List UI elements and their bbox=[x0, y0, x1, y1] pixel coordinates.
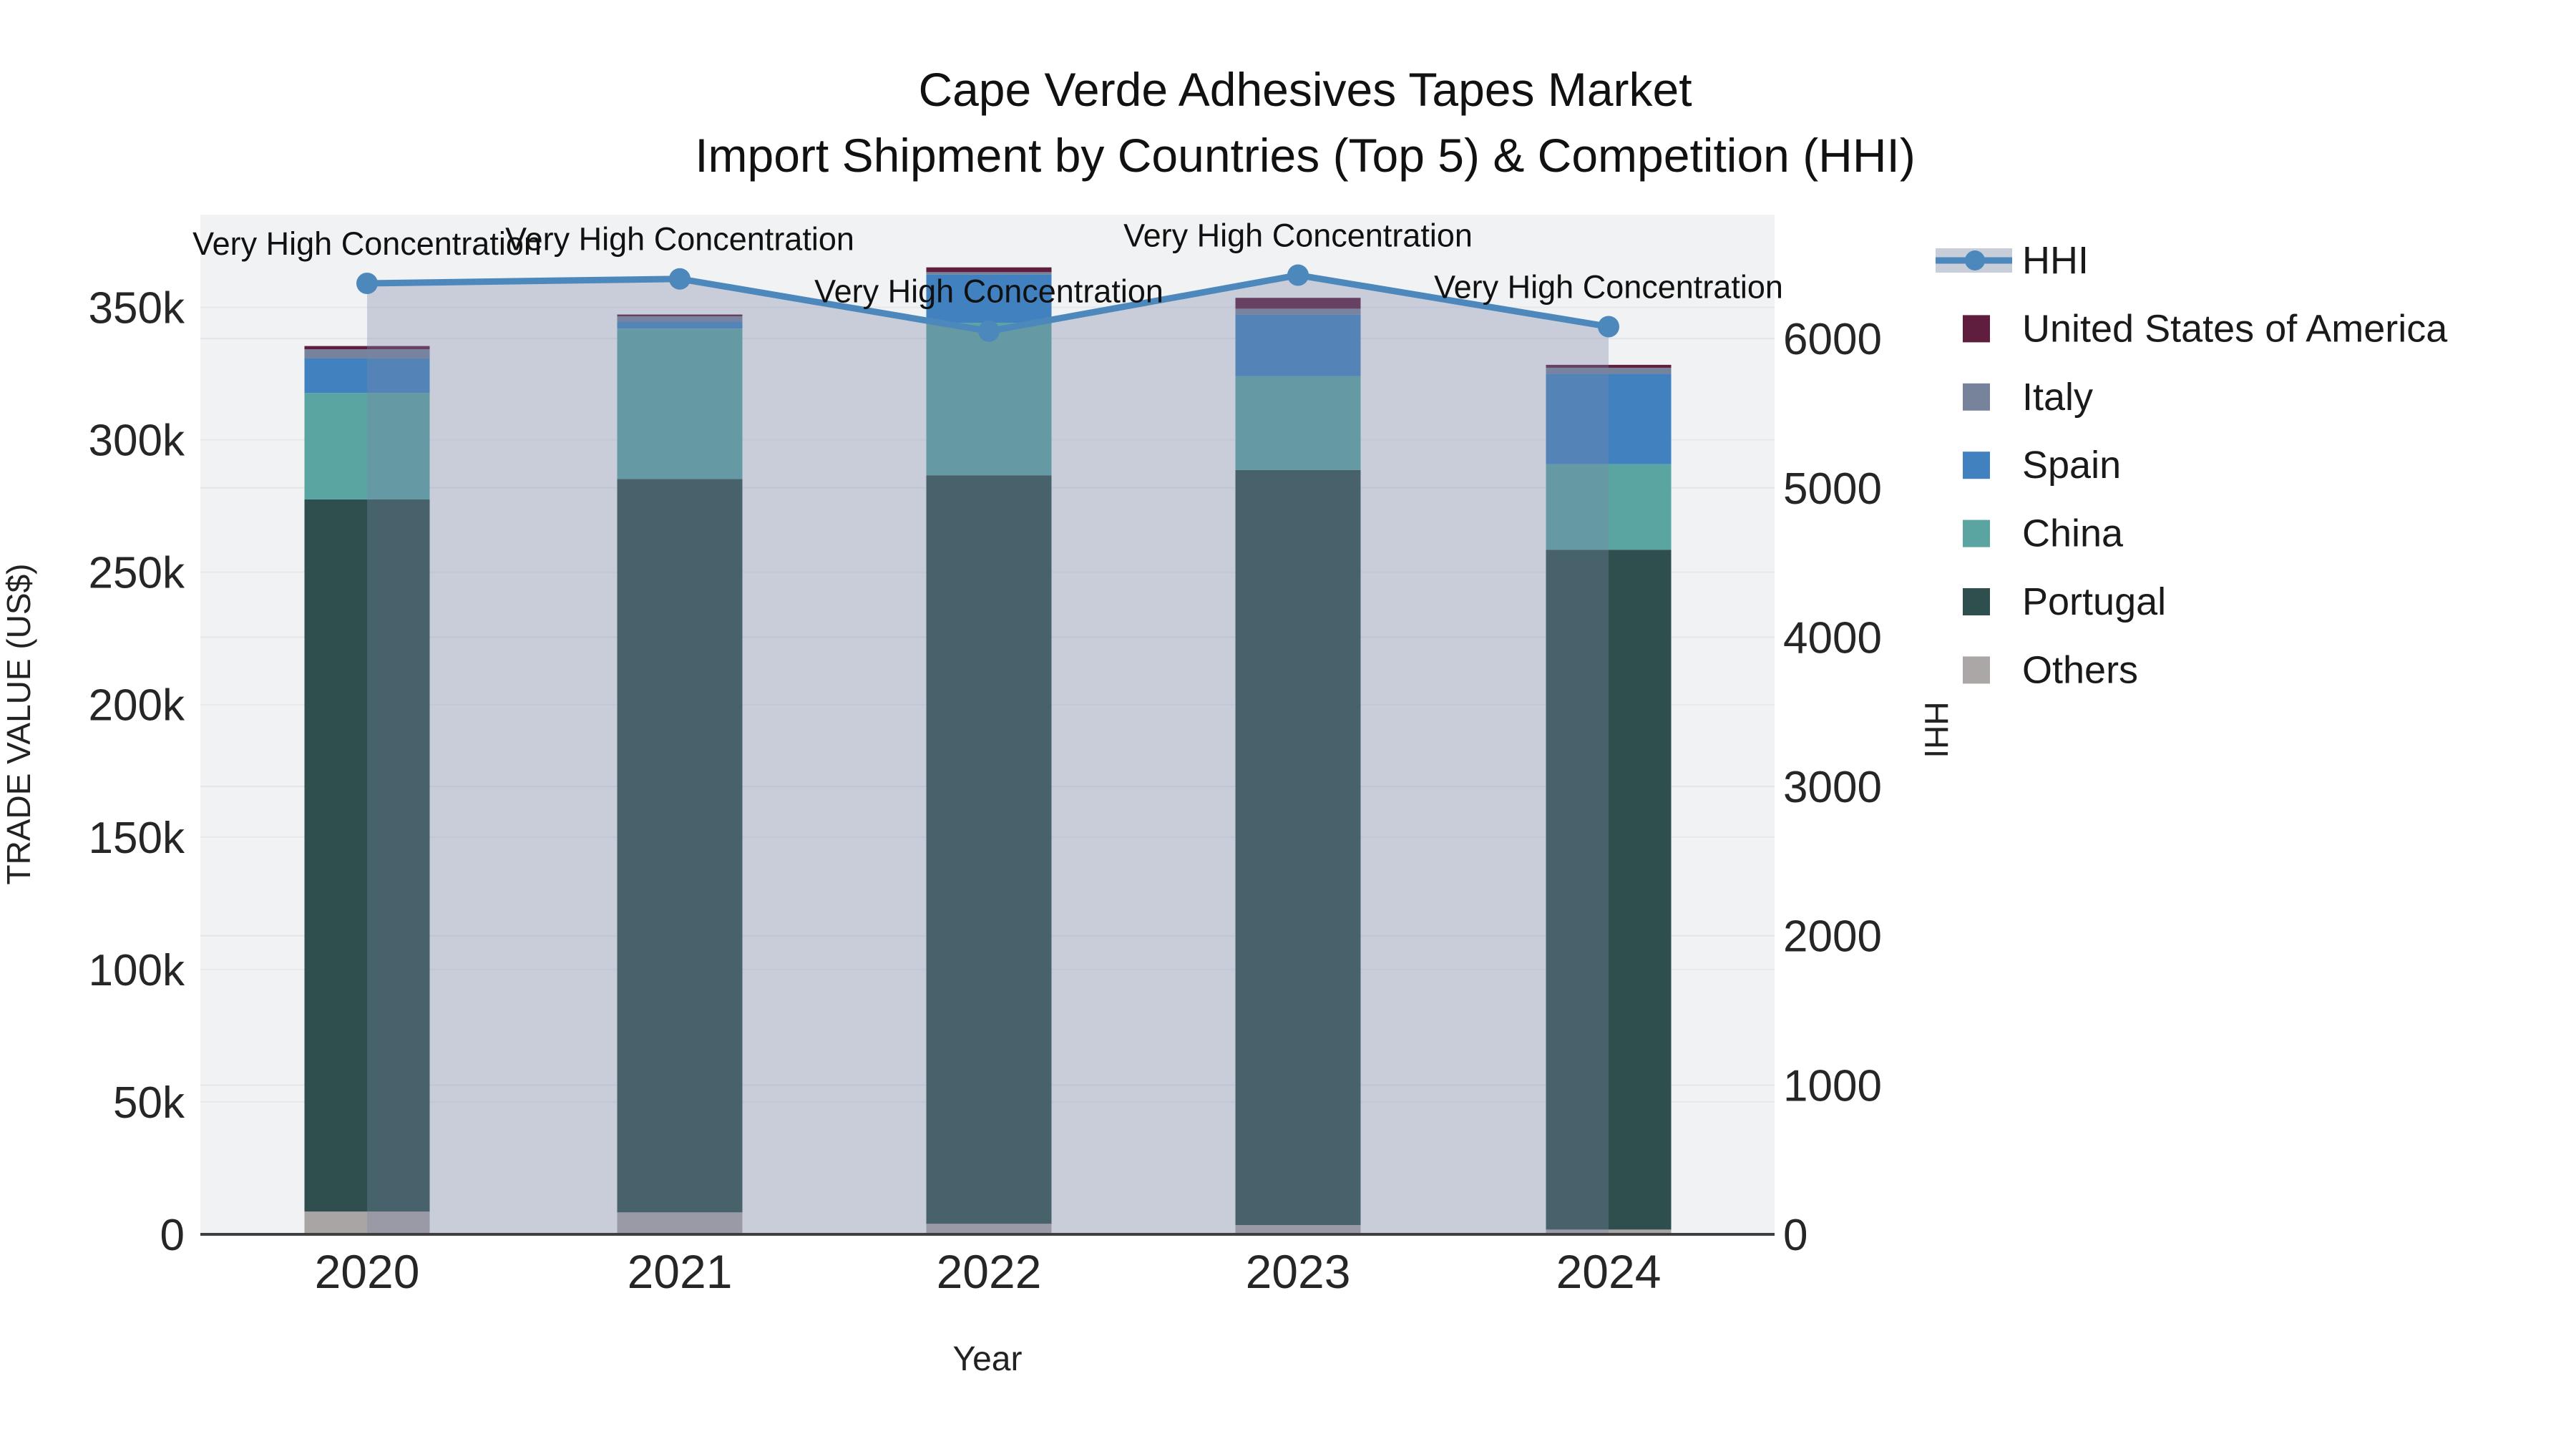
annotation-2020: Very High Concentration bbox=[192, 225, 542, 262]
y-right-tick-1000: 1000 bbox=[1783, 1061, 1882, 1111]
bar-segment-2023-china bbox=[1235, 376, 1361, 470]
bar-segment-2023-italy bbox=[1235, 308, 1361, 315]
y-left-tick-300k: 300k bbox=[89, 416, 185, 466]
hhi-marker-2020 bbox=[356, 272, 378, 294]
bar-segment-2022-united-states-of-america bbox=[926, 267, 1052, 273]
legend-label-hhi: HHI bbox=[2022, 239, 2089, 282]
y-left-tick-250k: 250k bbox=[89, 549, 185, 598]
legend-item-hhi: HHI bbox=[1936, 239, 2089, 282]
x-tick-2020: 2020 bbox=[315, 1245, 420, 1298]
bar-segment-2020-china bbox=[304, 393, 430, 499]
bar-segment-2021-others bbox=[617, 1212, 743, 1234]
bar-segment-2020-united-states-of-america bbox=[304, 346, 430, 350]
bar-segment-2024-italy bbox=[1546, 367, 1672, 374]
legend-hhi-marker-icon bbox=[1965, 250, 1985, 270]
legend-label-spain: Spain bbox=[2022, 444, 2121, 487]
hhi-marker-2024 bbox=[1598, 316, 1619, 338]
y-right-tick-0: 0 bbox=[1783, 1211, 1807, 1260]
hhi-area-layer bbox=[367, 275, 1609, 1234]
x-axis-title: Year bbox=[953, 1340, 1023, 1378]
hhi-line-layer bbox=[356, 264, 1619, 342]
legend-swatch-others bbox=[1963, 656, 1990, 684]
bar-segment-2022-italy bbox=[926, 272, 1052, 275]
annotation-2021: Very High Concentration bbox=[505, 221, 854, 258]
bar-segment-2024-united-states-of-america bbox=[1546, 364, 1672, 368]
y-left-tick-100k: 100k bbox=[89, 946, 185, 995]
legend-label-portugal: Portugal bbox=[2022, 580, 2166, 623]
legend-label-others: Others bbox=[2022, 648, 2138, 691]
y-right-tick-3000: 3000 bbox=[1783, 763, 1882, 812]
y-left-tick-350k: 350k bbox=[89, 284, 185, 333]
y-left-tick-50k: 50k bbox=[113, 1078, 185, 1128]
chart-title-line2: Import Shipment by Countries (Top 5) & C… bbox=[695, 129, 1916, 182]
bar-segment-2024-others bbox=[1546, 1229, 1672, 1234]
legend: HHI United States of America Italy Spain Chi… bbox=[1936, 239, 2448, 691]
hhi-marker-2022 bbox=[978, 320, 1000, 342]
legend-swatch-spain bbox=[1963, 452, 1990, 479]
legend-item-portugal: Portugal bbox=[1963, 580, 2166, 623]
y-left-tick-0: 0 bbox=[160, 1211, 185, 1260]
bar-segment-2023-united-states-of-america bbox=[1235, 298, 1361, 309]
legend-swatch-china bbox=[1963, 519, 1990, 547]
y-right-tick-6000: 6000 bbox=[1783, 315, 1882, 364]
legend-swatch-italy bbox=[1963, 383, 1990, 411]
legend-item-china: China bbox=[1963, 512, 2124, 555]
bars-layer bbox=[304, 267, 1672, 1234]
legend-item-italy: Italy bbox=[1963, 376, 2093, 419]
legend-item-united-states-of-america: United States of America bbox=[1963, 307, 2448, 350]
bar-segment-2022-portugal bbox=[926, 475, 1052, 1224]
legend-swatch-portugal bbox=[1963, 588, 1990, 615]
legend-swatch-united-states-of-america bbox=[1963, 315, 1990, 343]
annotation-2022: Very High Concentration bbox=[814, 273, 1163, 310]
bar-segment-2020-spain bbox=[304, 358, 430, 394]
hhi-marker-2023 bbox=[1287, 264, 1309, 286]
bar-segment-2021-portugal bbox=[617, 479, 743, 1213]
y-right-tick-5000: 5000 bbox=[1783, 464, 1882, 514]
legend-item-others: Others bbox=[1963, 648, 2138, 691]
bar-segment-2021-spain bbox=[617, 321, 743, 329]
legend-label-italy: Italy bbox=[2022, 376, 2093, 419]
bar-segment-2020-others bbox=[304, 1211, 430, 1234]
y-right-tick-2000: 2000 bbox=[1783, 912, 1882, 962]
bar-segment-2023-others bbox=[1235, 1225, 1361, 1234]
y-right-axis-title: HHI bbox=[1918, 701, 1955, 758]
y-left-tick-200k: 200k bbox=[89, 681, 185, 731]
bar-segment-2022-others bbox=[926, 1224, 1052, 1234]
x-tick-2023: 2023 bbox=[1246, 1245, 1351, 1298]
bar-segment-2024-portugal bbox=[1546, 550, 1672, 1230]
x-tick-2021: 2021 bbox=[628, 1245, 733, 1298]
y-left-tick-150k: 150k bbox=[89, 814, 185, 863]
bar-segment-2021-united-states-of-america bbox=[617, 314, 743, 317]
chart-title-line1: Cape Verde Adhesives Tapes Market bbox=[918, 63, 1692, 116]
bar-segment-2022-spain bbox=[926, 274, 1052, 323]
bar-segment-2021-china bbox=[617, 328, 743, 479]
hhi-marker-2021 bbox=[669, 268, 691, 290]
annotation-2024: Very High Concentration bbox=[1434, 268, 1783, 305]
bar-segment-2024-spain bbox=[1546, 374, 1672, 464]
x-tick-2024: 2024 bbox=[1556, 1245, 1662, 1298]
bar-segment-2024-china bbox=[1546, 464, 1672, 550]
legend-label-china: China bbox=[2022, 512, 2124, 555]
annotation-2023: Very High Concentration bbox=[1123, 217, 1473, 253]
text-layer: 0 50k 100k 150k 200k 250k 300k 350k 0 1000 2000 300… bbox=[0, 63, 1955, 1378]
y-right-tick-4000: 4000 bbox=[1783, 613, 1882, 663]
bar-segment-2020-italy bbox=[304, 349, 430, 358]
bar-segment-2023-portugal bbox=[1235, 469, 1361, 1226]
bar-segment-2021-italy bbox=[617, 316, 743, 322]
bar-segment-2023-spain bbox=[1235, 314, 1361, 376]
y-left-axis-title: TRADE VALUE (US$) bbox=[0, 563, 37, 884]
x-tick-2022: 2022 bbox=[937, 1245, 1042, 1298]
hhi-area-fill bbox=[367, 275, 1609, 1234]
bar-segment-2020-portugal bbox=[304, 499, 430, 1212]
legend-item-spain: Spain bbox=[1963, 444, 2121, 487]
legend-label-united-states-of-america: United States of America bbox=[2022, 307, 2448, 350]
bar-segment-2022-china bbox=[926, 323, 1052, 476]
